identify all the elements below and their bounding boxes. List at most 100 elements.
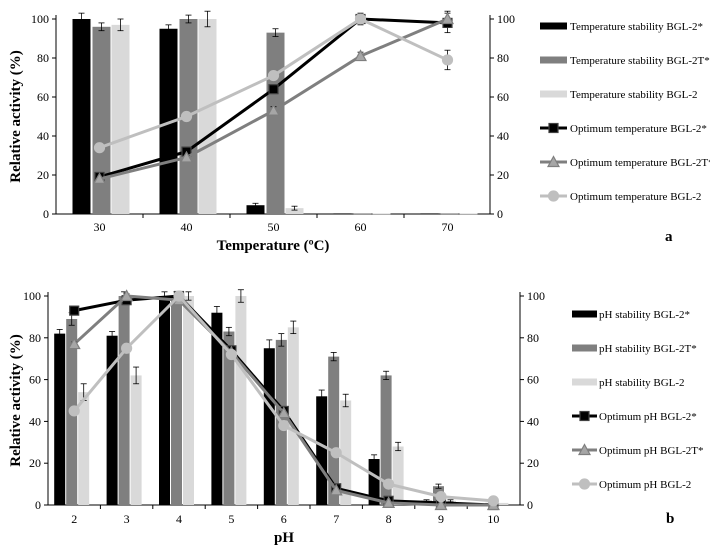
x-tick-label: 5 [228, 512, 234, 526]
bar-error-bar [56, 329, 63, 339]
bar-error-bar [318, 389, 325, 403]
data-point [329, 483, 343, 496]
chart-panel-b: 0 20 40 60 80 100 0 20 40 60 80 100 2 3 4 5 6 7 8 9 10 pH Rela… [8, 289, 704, 546]
data-point [487, 495, 499, 507]
data-point [434, 498, 448, 511]
bar [333, 213, 352, 215]
bar [92, 26, 111, 214]
y-tick-label-left: 100 [23, 289, 41, 303]
legend-item: Optimum temperature BGL-2T* [540, 155, 710, 169]
bar [223, 331, 235, 505]
y-tick-label-left: 60 [29, 373, 41, 387]
bar [246, 205, 265, 214]
legend-swatch [572, 310, 597, 318]
legend-item: Optimum pH BGL-2T* [572, 443, 704, 457]
legend-item: pH stability BGL-2 [572, 377, 685, 389]
y-tick-label-left: 20 [29, 456, 41, 470]
bar-error-bar [290, 320, 297, 335]
data-point [93, 142, 106, 154]
legend-marker [577, 443, 592, 456]
bar-error-bar [165, 24, 172, 34]
legend-marker [548, 122, 559, 134]
y-tick-label-right: 60 [497, 90, 509, 104]
legend-label: pH stability BGL-2* [599, 309, 690, 321]
bar-error-bar [109, 331, 116, 341]
panel-label: b [666, 511, 674, 527]
bar [130, 375, 142, 505]
x-axis-title: Temperature (ºC) [217, 238, 330, 254]
legend-item: Optimum temperature BGL-2* [540, 122, 707, 135]
legend-swatch [540, 90, 567, 98]
bar [420, 213, 439, 215]
legend-item: Optimum pH BGL-2* [572, 410, 697, 423]
bar-error-bar [133, 366, 140, 385]
y-tick-label-left: 40 [29, 414, 41, 428]
bar [118, 296, 130, 505]
x-tick-label: 4 [176, 512, 182, 526]
data-point [67, 337, 81, 350]
y-tick-label-right: 40 [497, 129, 509, 143]
legend-label: Optimum pH BGL-2 [599, 479, 691, 491]
legend-swatch [572, 344, 597, 352]
data-point [278, 419, 290, 432]
x-tick-label: 10 [487, 512, 499, 526]
bar-error-bar [98, 22, 105, 32]
bar-error-bar [435, 483, 442, 489]
line-series-2 [92, 10, 455, 184]
bar-error-bar [278, 333, 285, 347]
legend-item: pH stability BGL-2T* [572, 343, 697, 355]
bar [78, 392, 90, 505]
bar-error-bar [225, 326, 232, 337]
y-tick-label-left: 0 [35, 498, 41, 512]
x-tick-label: 7 [333, 512, 339, 526]
legend-label: Optimum pH BGL-2T* [599, 445, 704, 457]
bar [111, 24, 130, 214]
chart-panel-a: 0 20 40 60 80 100 0 20 40 60 80 100 30 40 50 60 70 Temper… [8, 10, 710, 254]
legend-swatch [540, 56, 567, 64]
data-point [120, 342, 133, 354]
bar [159, 296, 170, 505]
bar-error-bar [185, 291, 192, 301]
data-point [68, 405, 80, 417]
y-axis-title: Relative activity (%) [8, 334, 24, 466]
bar-error-bar [78, 12, 85, 26]
x-tick-label: 70 [442, 220, 454, 234]
bar [54, 333, 66, 505]
bar [263, 348, 275, 505]
legend-item: Temperature stability BGL-2 [540, 89, 698, 101]
y-tick-label-left: 80 [37, 51, 49, 65]
data-point [330, 447, 342, 459]
bar [171, 296, 182, 505]
y-tick-label-right: 100 [497, 12, 515, 26]
legend-swatch [572, 378, 597, 386]
line-series-3 [68, 290, 499, 507]
bar [340, 400, 352, 505]
bar-error-bar [117, 18, 124, 32]
bar-error-bar [272, 28, 279, 37]
bar [183, 296, 194, 505]
y-tick-label-right: 80 [497, 51, 509, 65]
y-tick-label-right: 40 [527, 414, 539, 428]
bar [287, 327, 299, 505]
data-point [179, 150, 194, 163]
bar [368, 459, 380, 505]
data-point [277, 406, 291, 419]
bar [497, 502, 509, 505]
bar [392, 446, 404, 505]
bar [380, 375, 392, 505]
data-point [435, 491, 447, 503]
y-tick-label-right: 20 [497, 168, 509, 182]
legend-marker [547, 190, 560, 202]
data-point [440, 12, 455, 25]
legend-swatch [540, 22, 567, 30]
y-tick-label-left: 100 [31, 12, 49, 26]
y-tick-label-left: 0 [43, 207, 49, 221]
legend-label: pH stability BGL-2 [599, 377, 685, 389]
data-point [69, 305, 80, 316]
bar [459, 213, 478, 215]
data-point [383, 478, 395, 490]
bar [372, 213, 391, 215]
legend-marker [579, 410, 590, 422]
bar-error-bar [383, 370, 390, 381]
legend-item: Optimum temperature BGL-2 [540, 190, 701, 203]
